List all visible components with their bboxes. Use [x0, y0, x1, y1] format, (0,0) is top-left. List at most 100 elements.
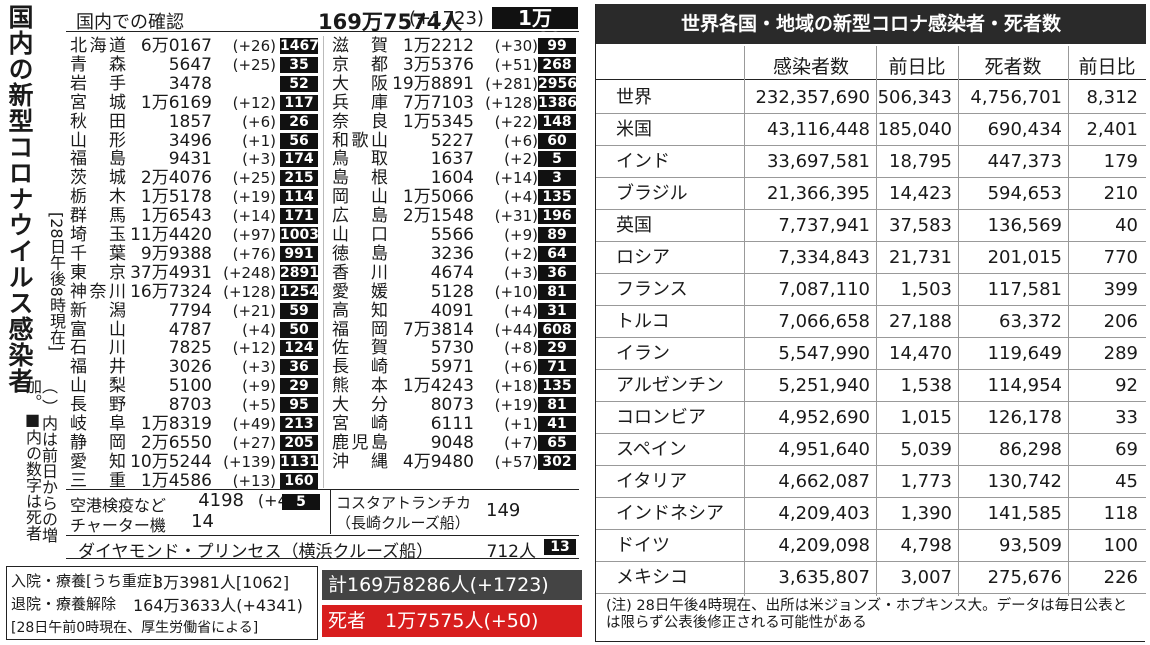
country-cases: 4,209,098 [778, 535, 870, 556]
prefecture-name: 福井 [70, 357, 126, 378]
country-name: スペイン [616, 439, 687, 460]
prefecture-cases: 1604 [430, 168, 474, 189]
country-cases: 5,547,990 [778, 343, 870, 364]
prefecture-name: 沖縄 [332, 451, 388, 472]
discharge-label: 退院・療養解除 [11, 595, 117, 613]
country-deaths-change: 100 [1103, 535, 1138, 556]
prefecture-row: 愛媛 5128 (+10) 81 [332, 283, 579, 301]
timestamp-note: [28日午後8時現在] [47, 212, 66, 352]
country-name: トルコ [616, 311, 670, 332]
prefecture-change: (+3) [242, 358, 276, 377]
prefecture-cases: 1万4586 [140, 470, 212, 491]
country-deaths-change: 2,401 [1086, 119, 1138, 140]
prefecture-change: (+49) [232, 415, 276, 433]
prefecture-change: (+19) [232, 188, 276, 207]
prefecture-deaths: 50 [280, 321, 318, 338]
prefecture-cases: 3万5376 [402, 54, 474, 75]
domestic-cases: 169万7574人 [318, 10, 463, 34]
prefecture-name: 和歌山 [332, 130, 388, 151]
country-name: インドネシア [616, 503, 724, 524]
prefecture-row: 山口 5566 (+9) 89 [332, 226, 579, 244]
prefecture-deaths: 160 [280, 472, 318, 489]
world-row: 米国 43,116,448 185,040 690,434 2,401 [596, 114, 1146, 146]
country-deaths: 690,434 [987, 119, 1062, 140]
country-deaths-change: 399 [1103, 279, 1138, 300]
world-row: インドネシア 4,209,403 1,390 141,585 118 [596, 498, 1146, 530]
prefecture-deaths: 1386 [538, 94, 577, 111]
prefecture-deaths: 114 [280, 189, 318, 206]
world-row: ドイツ 4,209,098 4,798 93,509 100 [596, 530, 1146, 562]
prefecture-cases: 1857 [168, 111, 212, 132]
country-name: フランス [616, 279, 688, 300]
prefecture-row: 静岡 2万6550 (+27) 205 [70, 434, 322, 452]
prefecture-cases: 6万0167 [140, 36, 212, 56]
prefecture-deaths: 117 [280, 94, 318, 111]
country-cases-change: 1,015 [900, 407, 952, 428]
prefecture-deaths: 171 [280, 208, 318, 225]
prefecture-deaths: 41 [538, 416, 576, 432]
prefecture-row: 京都 3万5376 (+51) 268 [332, 56, 579, 74]
prefecture-change: (+25) [232, 55, 276, 74]
world-row: フランス 7,087,110 1,503 117,581 399 [596, 274, 1146, 306]
prefecture-row: 福島 9431 (+3) 174 [70, 150, 322, 168]
prefecture-change: (+2) [504, 244, 538, 263]
country-cases: 5,251,940 [778, 375, 870, 396]
world-row: コロンビア 4,952,690 1,015 126,178 33 [596, 402, 1146, 434]
prefecture-change: (+281) [485, 74, 538, 93]
domestic-deaths: 1万7562 [492, 7, 578, 51]
costa-label-sub: （長崎クルーズ船） [336, 514, 470, 532]
prefecture-name: 島根 [332, 168, 388, 189]
country-name: コロンビア [616, 407, 706, 428]
prefecture-cases: 9048 [430, 432, 474, 453]
world-title: 世界各国・地域の新型コロナ感染者・死者数 [596, 4, 1146, 44]
prefecture-deaths: 1254 [280, 283, 319, 300]
country-deaths: 126,178 [987, 407, 1062, 428]
prefecture-cases: 5647 [168, 54, 212, 75]
prefecture-name: 群馬 [70, 206, 126, 227]
prefecture-row: 愛知 10万5244 (+139) 1131 [70, 453, 322, 471]
world-row: トルコ 7,066,658 27,188 63,372 206 [596, 306, 1146, 338]
prefecture-row: 大阪 19万8891 (+281) 2956 [332, 75, 579, 93]
prefecture-cases: 4674 [430, 262, 474, 283]
prefecture-change: (+9) [504, 226, 538, 244]
country-deaths-change: 118 [1103, 503, 1138, 524]
prefecture-deaths: 268 [538, 56, 576, 73]
prefecture-name: 鹿児島 [332, 432, 388, 453]
country-cases-change: 1,390 [900, 503, 952, 524]
prefecture-name: 山口 [332, 225, 388, 245]
prefecture-cases: 8703 [168, 395, 212, 416]
prefecture-cases: 1万5345 [402, 111, 474, 132]
prefecture-name: 東京 [70, 262, 126, 283]
prefecture-name: 青森 [70, 54, 126, 75]
prefecture-change: (+9) [242, 377, 276, 396]
prefecture-name: 富山 [70, 319, 126, 340]
prefecture-deaths: 213 [280, 416, 318, 432]
page-title: 国内の新型コロナウイルス感染者 [5, 4, 34, 394]
prefecture-change: (+18) [494, 377, 538, 396]
airport-label: 空港検疫など [70, 496, 167, 515]
country-cases: 7,087,110 [778, 279, 870, 300]
prefecture-name: 栃木 [70, 187, 126, 208]
header-cases: 感染者数 [772, 56, 849, 78]
country-deaths: 447,373 [987, 151, 1062, 172]
prefecture-name: 岡山 [332, 187, 388, 208]
legend-note: （ ）内は前日からの増加。■内の数字は死者 [23, 378, 58, 544]
total-deaths: 死者 1万7575人(+50) [322, 605, 582, 637]
total-cases: 計169万8286人(+1723) [322, 570, 582, 600]
domestic-label: 国内での確認 [76, 12, 184, 33]
prefecture-name: 愛知 [70, 451, 126, 472]
prefecture-change: (+4) [242, 320, 276, 339]
world-row: メキシコ 3,635,807 3,007 275,676 226 [596, 562, 1146, 594]
prefecture-deaths: 36 [280, 359, 318, 376]
prefecture-name: 愛媛 [332, 281, 388, 302]
prefecture-cases: 1637 [430, 149, 474, 170]
prefecture-deaths: 3 [538, 170, 576, 187]
country-name: ブラジル [616, 183, 688, 204]
prefecture-row: 石川 7825 (+12) 124 [70, 339, 322, 357]
prefecture-cases: 1万5066 [402, 187, 474, 208]
prefecture-change: (+6) [242, 112, 276, 131]
country-name: ドイツ [616, 535, 670, 556]
country-deaths: 275,676 [987, 567, 1062, 588]
country-deaths: 93,509 [999, 535, 1062, 556]
country-deaths: 201,015 [987, 247, 1062, 268]
